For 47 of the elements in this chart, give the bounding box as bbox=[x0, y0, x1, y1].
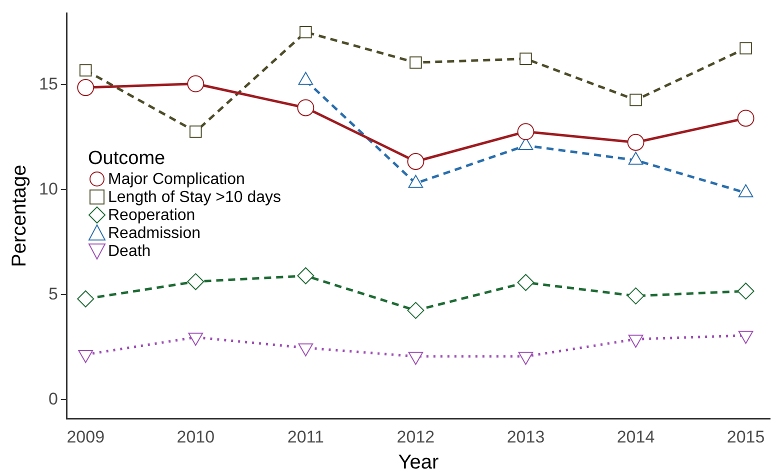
point bbox=[77, 79, 94, 96]
x-tick-label: 2012 bbox=[396, 427, 435, 446]
y-tick-label: 15 bbox=[38, 74, 58, 94]
legend-label: Reoperation bbox=[108, 206, 196, 224]
x-tick-label: 2013 bbox=[506, 427, 545, 446]
x-tick-label: 2015 bbox=[726, 427, 765, 446]
point bbox=[738, 330, 754, 344]
point bbox=[78, 350, 94, 364]
point bbox=[408, 352, 424, 365]
point bbox=[410, 56, 422, 69]
point bbox=[188, 332, 204, 346]
point bbox=[517, 123, 534, 140]
legend-label: Readmission bbox=[108, 224, 200, 242]
point bbox=[187, 273, 204, 290]
point bbox=[407, 152, 424, 170]
point bbox=[517, 274, 534, 291]
point bbox=[627, 134, 644, 151]
point bbox=[737, 110, 754, 127]
point bbox=[187, 75, 204, 92]
x-tick-label: 2011 bbox=[287, 427, 324, 446]
point bbox=[407, 302, 424, 319]
y-tick-label: 5 bbox=[48, 284, 58, 304]
y-tick-label: 10 bbox=[38, 179, 58, 198]
point bbox=[297, 267, 314, 284]
x-tick-label: 2009 bbox=[66, 427, 105, 446]
y-axis-title: Percentage bbox=[8, 164, 31, 268]
x-tick-label: 2014 bbox=[616, 427, 655, 446]
point bbox=[737, 282, 754, 300]
x-tick-label: 2010 bbox=[176, 427, 215, 446]
legend-label: Major Complication bbox=[108, 170, 245, 188]
point bbox=[77, 290, 94, 308]
point bbox=[298, 343, 314, 356]
point bbox=[297, 99, 314, 116]
point bbox=[518, 352, 534, 365]
point bbox=[520, 52, 532, 65]
legend-label: Death bbox=[108, 242, 151, 260]
point bbox=[189, 126, 202, 138]
y-tick-label: 0 bbox=[48, 389, 58, 408]
point bbox=[300, 26, 312, 38]
point bbox=[630, 94, 642, 106]
point bbox=[740, 42, 752, 54]
point bbox=[627, 287, 644, 304]
legend-label: Length of Stay >10 days bbox=[108, 188, 282, 206]
point bbox=[79, 64, 92, 76]
legend-title: Outcome bbox=[88, 148, 166, 169]
point bbox=[628, 334, 644, 348]
x-axis-title: Year bbox=[398, 452, 439, 474]
